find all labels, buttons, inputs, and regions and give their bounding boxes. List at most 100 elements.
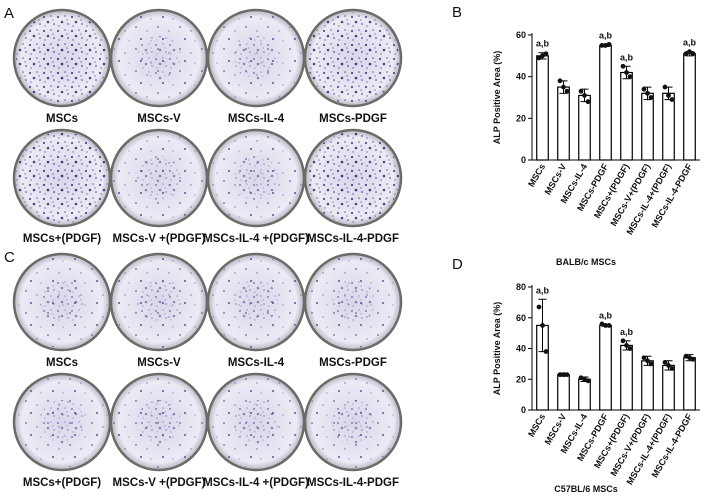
well-label: MSCs+(PDGF) [23,233,101,245]
bar [599,324,612,411]
y-tick-label: 0 [521,405,526,415]
annotation: a,b [536,39,550,49]
data-point [648,95,654,100]
well-label: MSCs [46,113,78,125]
data-point [645,90,650,96]
data-point [666,93,671,98]
well-center [137,156,181,200]
data-point [690,356,696,362]
well-center [234,36,278,80]
well-center [331,280,375,324]
y-axis-title: ALP Positive Area (%) [492,51,502,145]
y-tick-label: 40 [516,72,526,82]
well-label: MSCs-IL-4-PDGF [307,233,399,245]
data-point [627,346,633,351]
data-point [561,84,566,90]
bar [536,55,549,161]
data-point [557,372,563,378]
data-point [536,55,542,61]
bar [578,94,591,161]
well-label: MSCs-PDGF [319,113,387,125]
well-label: MSCs-V [137,357,181,369]
y-axis-title: ALP Positive Area (%) [492,302,502,396]
data-point [620,338,626,344]
y-tick-label: 60 [516,313,526,323]
bar [662,364,675,411]
data-point [606,41,612,47]
panel-label: C [4,249,15,266]
well-center [234,280,278,324]
well-label: MSCs-IL-4 +(PDGF) [203,233,309,245]
bar [683,357,696,411]
well-label: MSCs-IL-4 +(PDGF) [203,477,309,489]
data-point [645,358,650,364]
bar [557,86,570,161]
data-point [666,363,671,368]
data-point [599,43,605,48]
annotation: a,b [536,285,550,295]
well-label: MSCs-PDGF [319,357,387,369]
data-point [641,355,647,361]
data-point [585,99,591,105]
y-tick-label: 80 [516,282,526,292]
data-point [641,86,647,92]
data-point [578,88,584,94]
annotation: a,b [620,327,634,337]
annotation: a,b [599,30,613,40]
annotation: a,b [683,38,697,48]
well-center [331,400,375,444]
well-label: MSCs+(PDGF) [23,477,101,489]
data-point [624,70,629,75]
y-tick-label: 40 [516,344,526,354]
bar [683,53,696,161]
well-label: MSCs-IL-4 [228,357,285,369]
bar [641,92,654,161]
well-center [40,36,84,80]
data-point [690,51,696,57]
well-center [40,156,84,200]
data-point [561,372,566,378]
data-point [564,88,570,94]
annotation: a,b [599,311,613,321]
well-label: MSCs-IL-4 [228,113,285,125]
data-point [627,74,633,80]
x-tick-label: MSCs [526,412,547,439]
bar [641,360,654,411]
y-tick-label: 0 [521,155,526,165]
data-point [606,323,612,328]
data-point [669,97,675,102]
well-center [40,280,84,324]
well-center [137,280,181,324]
data-point [648,361,654,367]
well-center [331,36,375,80]
data-point [540,323,545,328]
well-center [234,400,278,444]
data-point [540,53,545,59]
data-point [624,343,629,348]
data-point [543,51,549,57]
data-point [620,63,626,69]
x-axis-title: BALB/c MSCs [556,257,616,267]
well-center [331,156,375,200]
well-label: MSCs [46,357,78,369]
data-point [687,49,692,55]
data-point [662,84,668,90]
well-label: MSCs-IL-4-PDGF [307,477,399,489]
y-tick-label: 20 [516,374,526,384]
x-tick-label: MSCs [526,162,547,189]
well-center [40,400,84,444]
bar [599,44,612,161]
x-axis-title: C57BL/6 MSCs [554,484,618,494]
data-point [669,366,675,371]
bar [557,374,570,411]
data-point [585,378,591,384]
data-point [536,304,542,310]
y-tick-label: 20 [516,113,526,123]
panel-label: B [452,4,462,21]
bar [578,378,591,411]
data-point [564,372,570,378]
well-label: MSCs-V [137,113,181,125]
data-point [603,323,608,328]
bar [620,71,633,161]
